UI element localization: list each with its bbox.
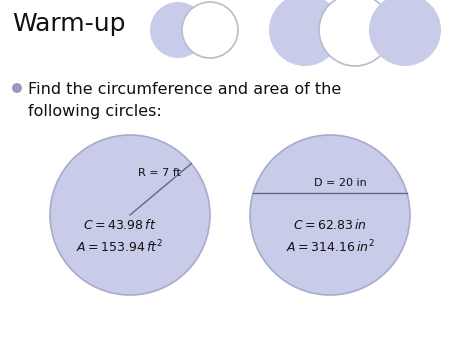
Text: $C = 43.98\,ft$: $C = 43.98\,ft$: [83, 218, 157, 232]
Text: $A = 153.94\,ft^2$: $A = 153.94\,ft^2$: [76, 239, 163, 255]
Text: D = 20 in: D = 20 in: [314, 178, 366, 188]
Text: $A = 314.16\,in^2$: $A = 314.16\,in^2$: [286, 239, 374, 255]
Circle shape: [319, 0, 391, 66]
Text: R = 7 ft: R = 7 ft: [138, 168, 181, 178]
Circle shape: [269, 0, 341, 66]
Circle shape: [150, 2, 206, 58]
Circle shape: [250, 135, 410, 295]
Circle shape: [12, 83, 22, 93]
Text: $C = 62.83\,in$: $C = 62.83\,in$: [293, 218, 367, 232]
Circle shape: [50, 135, 210, 295]
Circle shape: [182, 2, 238, 58]
Circle shape: [369, 0, 441, 66]
Text: Warm-up: Warm-up: [12, 12, 126, 36]
Text: Find the circumference and area of the
following circles:: Find the circumference and area of the f…: [28, 82, 341, 119]
